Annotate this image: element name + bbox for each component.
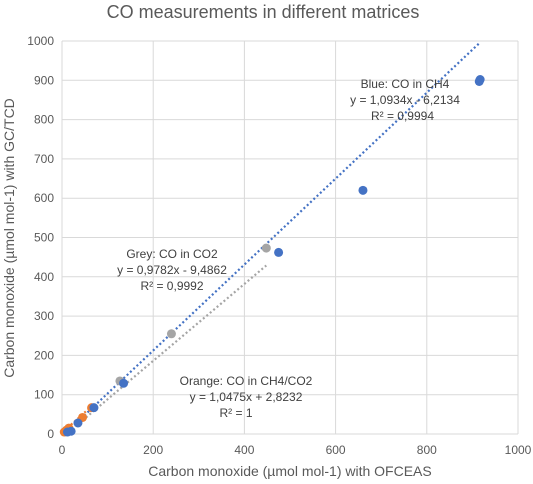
chart-title: CO measurements in different matrices [107, 2, 420, 22]
annotation-line: R² = 1 [219, 406, 252, 420]
trendline [70, 41, 481, 429]
annotation-line: R² = 0,9994 [371, 109, 434, 123]
y-tick-label: 800 [34, 113, 54, 127]
x-tick-label: 600 [326, 443, 346, 457]
x-tick-label: 400 [234, 443, 254, 457]
data-point [261, 243, 271, 253]
data-point [89, 403, 99, 413]
annotation-grey: Grey: CO in CO2 y = 0,9782x - 9,4862 R² = … [117, 247, 227, 293]
y-tick-label: 1000 [27, 34, 54, 48]
y-tick-label: 500 [34, 231, 54, 245]
y-tick-label: 100 [34, 388, 54, 402]
x-tick-label: 0 [59, 443, 66, 457]
annotation-orange: Orange: CO in CH4/CO2 y = 1,0475x + 2,823… [180, 374, 313, 420]
annotation-line: R² = 0,9992 [140, 279, 203, 293]
data-point [274, 247, 284, 257]
annotation-blue: Blue: CO in CH4 y = 1,0934x - 6,2134 R² = … [350, 77, 460, 123]
annotation-line: y = 1,0934x - 6,2134 [350, 93, 460, 107]
annotation-line: Grey: CO in CO2 [126, 247, 218, 261]
data-point [358, 185, 368, 195]
y-tick-label: 400 [34, 270, 54, 284]
x-axis-label: Carbon monoxide (µmol mol-1) with OFCEAS [148, 463, 432, 479]
data-point [73, 418, 83, 428]
y-tick-label: 700 [34, 152, 54, 166]
annotation-line: y = 0,9782x - 9,4862 [117, 263, 227, 277]
y-axis-label: Carbon monoxide (µmol mol-1) with GC/TCD [1, 98, 17, 378]
data-point [66, 426, 76, 436]
data-point [119, 378, 129, 388]
y-tick-label: 200 [34, 348, 54, 362]
y-tick-label: 300 [34, 309, 54, 323]
annotation-line: Orange: CO in CH4/CO2 [180, 374, 313, 388]
y-axis-ticks: 0 100 200 300 400 500 600 700 800 900 1000 [27, 34, 54, 441]
x-tick-label: 1000 [505, 443, 532, 457]
data-point [166, 329, 176, 339]
data-point [475, 75, 485, 85]
y-tick-label: 600 [34, 191, 54, 205]
x-tick-label: 800 [417, 443, 437, 457]
gridlines [61, 40, 519, 435]
data-points [59, 75, 485, 437]
y-tick-label: 900 [34, 73, 54, 87]
annotation-line: y = 1,0475x + 2,8232 [190, 390, 303, 404]
x-tick-label: 200 [143, 443, 163, 457]
annotation-line: Blue: CO in CH4 [361, 77, 450, 91]
y-tick-label: 0 [47, 427, 54, 441]
x-axis-ticks: 0 200 400 600 800 1000 [59, 443, 532, 457]
trendline [74, 264, 267, 428]
